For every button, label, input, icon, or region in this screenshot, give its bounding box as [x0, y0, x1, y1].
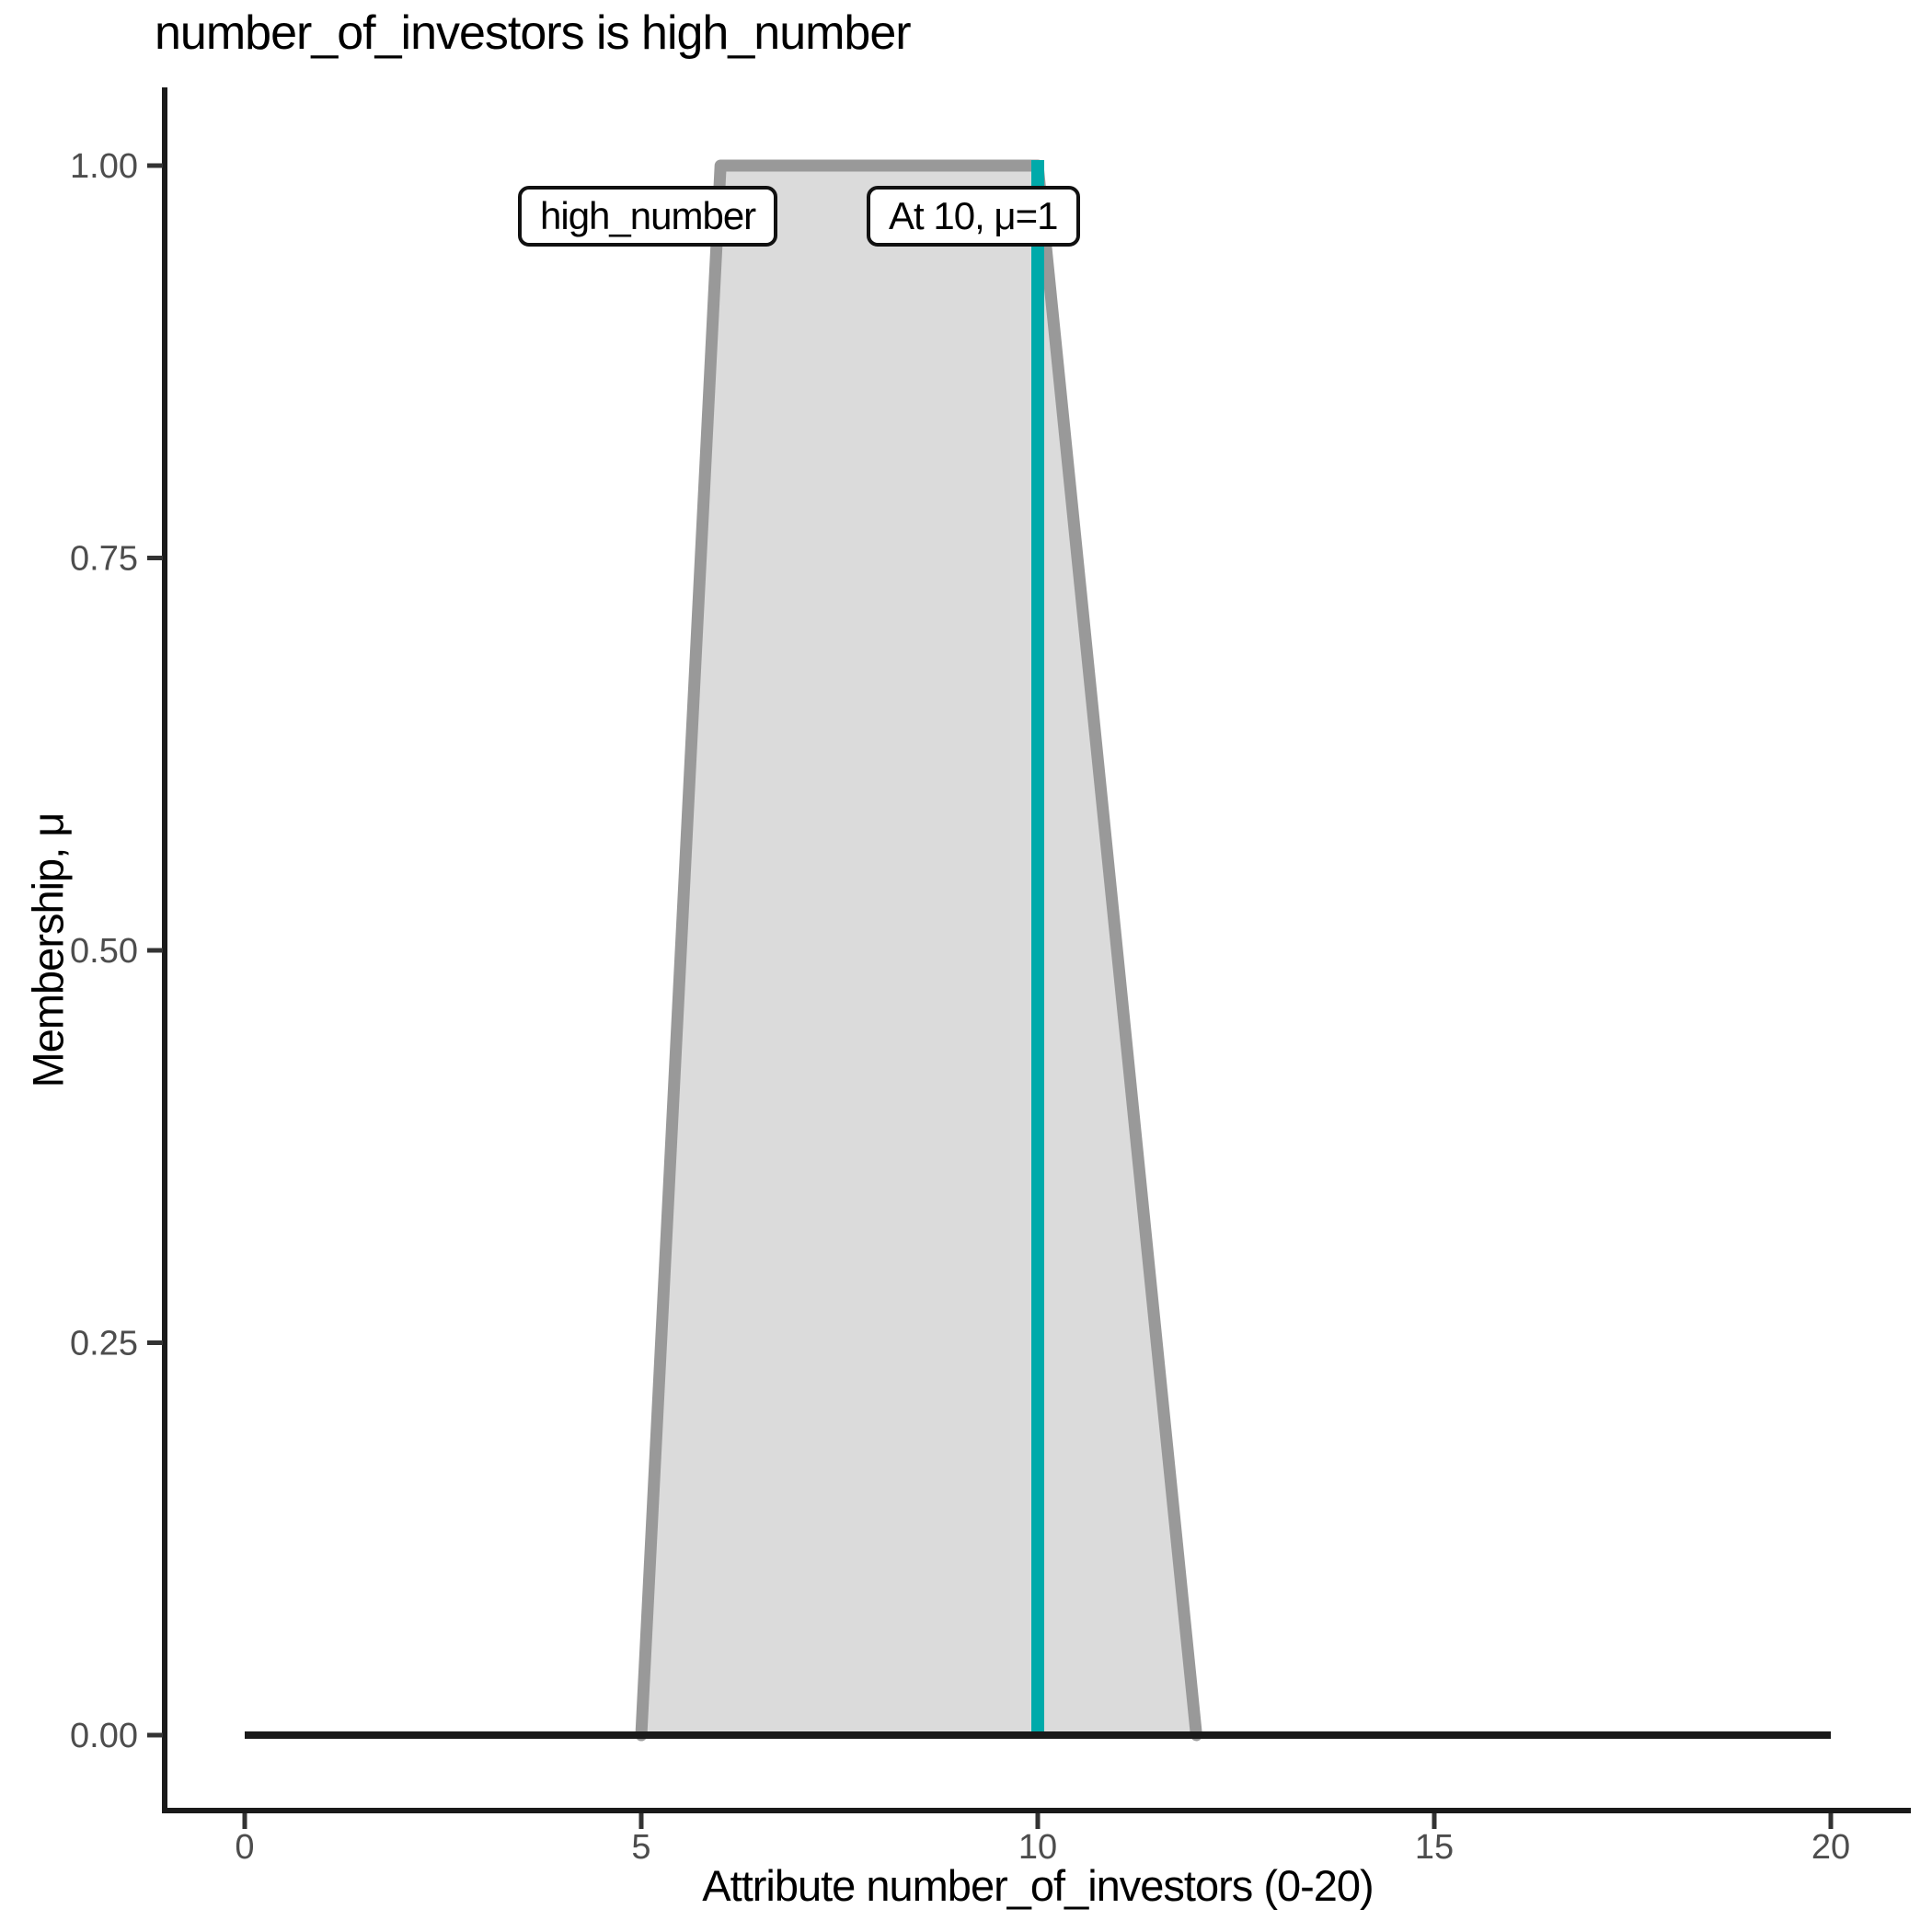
membership-outline	[635, 159, 1202, 1742]
x-tick-label: 5	[631, 1828, 650, 1867]
marker-value-annotation: At 10, μ=1	[867, 186, 1080, 247]
membership-area	[641, 166, 1197, 1735]
x-tick-label: 10	[1018, 1828, 1057, 1867]
set-name-annotation: high_number	[518, 186, 778, 247]
marker-value-text: At 10, μ=1	[889, 194, 1058, 237]
y-tick-label: 0.25	[70, 1325, 138, 1363]
x-tick-label: 15	[1415, 1828, 1454, 1867]
x-tick-label: 0	[235, 1828, 254, 1867]
y-tick-label: 0.75	[70, 540, 138, 579]
y-tick-label: 0.00	[70, 1717, 138, 1755]
x-tick-label: 20	[1811, 1828, 1850, 1867]
x-axis-title: Attribute number_of_investors (0-20)	[702, 1861, 1374, 1910]
y-tick-label: 0.50	[70, 932, 138, 971]
set-name-text: high_number	[540, 194, 756, 237]
y-tick-label: 1.00	[70, 147, 138, 186]
y-axis-title: Membership, μ	[23, 812, 73, 1088]
chart-title: number_of_investors is high_number	[155, 6, 912, 60]
